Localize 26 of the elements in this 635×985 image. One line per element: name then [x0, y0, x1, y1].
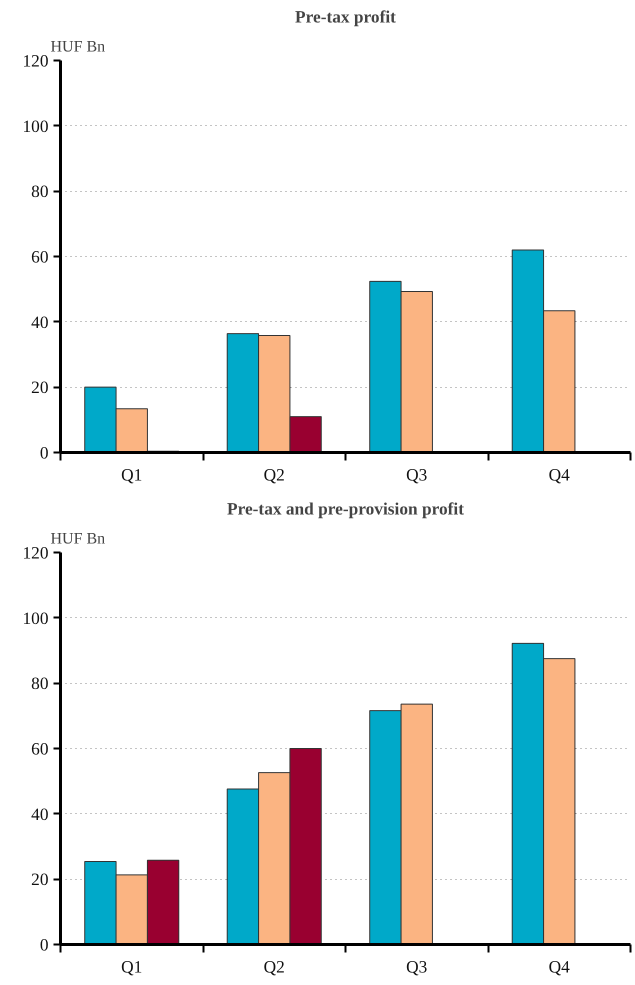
- y-tick-label: 0: [40, 936, 49, 954]
- y-tick-label: 0: [40, 444, 49, 462]
- y-tick-label: 20: [31, 870, 48, 890]
- y-tick-label: 60: [31, 740, 48, 758]
- x-tick-label: Q2: [264, 958, 285, 976]
- x-tick-label: Q3: [406, 958, 428, 976]
- y-tick-label: 80: [31, 674, 48, 694]
- y-tick-label: 120: [22, 544, 49, 562]
- y-tick-label: 100: [22, 116, 49, 136]
- x-tick-label: Q2: [264, 466, 285, 484]
- y-tick-label: 120: [22, 52, 49, 70]
- chart-title: Pre-tax profit: [295, 8, 396, 26]
- y-axis-title: HUF Bn: [50, 530, 106, 548]
- x-tick-label: Q4: [548, 958, 570, 976]
- y-tick-label: 100: [22, 608, 49, 628]
- x-tick-label: Q4: [548, 466, 570, 484]
- y-tick-label: 80: [31, 182, 48, 202]
- x-tick-label: Q3: [406, 466, 428, 484]
- y-axis-title: HUF Bn: [50, 38, 106, 56]
- x-tick-label: Q1: [121, 466, 142, 484]
- y-tick-label: 40: [31, 804, 48, 824]
- x-tick-label: Q1: [121, 958, 142, 976]
- y-tick-label: 40: [31, 312, 48, 332]
- y-tick-label: 20: [31, 378, 48, 398]
- chart-title: Pre-tax and pre-provision profit: [227, 500, 464, 518]
- y-tick-label: 60: [31, 248, 48, 266]
